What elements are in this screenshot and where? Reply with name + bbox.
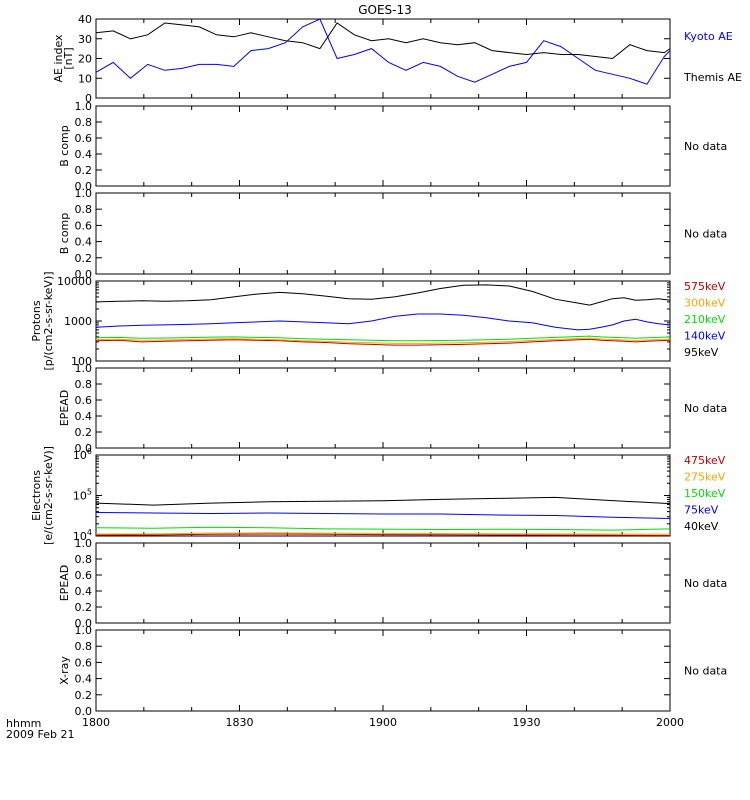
ylabel-epead2: EPEAD [58, 565, 71, 602]
series-line-electrons [95, 532, 671, 535]
legend-protons: 210keV [684, 313, 726, 326]
panel-frame-epead2 [95, 542, 671, 624]
series-line-electrons [95, 512, 671, 519]
series-line-protons [95, 338, 671, 346]
ytick-label-bcomp1: 0.2 [75, 164, 93, 177]
legend-electrons: 40keV [684, 520, 719, 533]
ytick-label-protons: 100 [71, 355, 92, 368]
xtick-label: 1930 [513, 716, 541, 729]
ytick-label-ae: 20 [78, 53, 92, 66]
ytick-label-protons: 10000 [57, 275, 92, 288]
ylabel-ae-unit: [nT] [62, 47, 75, 69]
ytick-label-epead1: 0.0 [75, 442, 93, 455]
date-label: 2009 Feb 21 [6, 728, 74, 741]
ytick-label-xray: 0.0 [75, 705, 93, 718]
ylabel-electrons: Electrons [30, 470, 43, 521]
series-line-electrons [95, 526, 671, 531]
legend-protons: 95keV [684, 346, 719, 359]
legend-ae: Themis AE [683, 71, 742, 84]
ytick-label-electrons: 106 [73, 447, 92, 462]
ylabel-epead1: EPEAD [58, 390, 71, 427]
ytick-label-bcomp1: 0.4 [75, 148, 93, 161]
ytick-label-ae: 10 [78, 72, 92, 85]
legend-electrons: 475keV [684, 454, 726, 467]
legend-electrons: 75keV [684, 504, 719, 517]
no-data-label-bcomp2: No data [684, 228, 727, 241]
ytick-label-epead2: 0.6 [75, 569, 93, 582]
time-unit-label: hhmm [6, 717, 41, 730]
xtick-label: 2000 [656, 716, 684, 729]
legend-electrons: 150keV [684, 487, 726, 500]
panel-frame-bcomp1 [95, 105, 671, 187]
series-line-ae [95, 18, 671, 85]
no-data-label-xray: No data [684, 665, 727, 678]
ytick-label-epead2: 0.4 [75, 585, 93, 598]
ylabel-protons: Protons [30, 300, 43, 341]
ylabel-unit-electrons: [e/(cm2-s-sr-keV)] [42, 446, 55, 545]
ytick-label-xray: 1.0 [75, 624, 93, 637]
series-line-protons [95, 284, 671, 306]
series-line-ae [95, 22, 671, 60]
ylabel-ae: AE index [52, 34, 65, 83]
ylabel-bcomp2: B comp [58, 213, 71, 255]
ytick-label-epead1: 0.8 [75, 378, 93, 391]
xtick-label: 1830 [226, 716, 254, 729]
legend-electrons: 275keV [684, 471, 726, 484]
series-line-protons [95, 313, 671, 331]
ytick-label-protons: 1000 [64, 315, 92, 328]
panel-frame-protons [95, 280, 671, 362]
panel-frame-electrons [95, 454, 671, 537]
ytick-label-ae: 30 [78, 33, 92, 46]
panel-frame-epead1 [95, 367, 671, 449]
panel-frame-ae [95, 18, 671, 99]
ylabel-bcomp1: B comp [58, 125, 71, 167]
ytick-label-epead2: 0.0 [75, 617, 93, 630]
legend-protons: 575keV [684, 280, 726, 293]
ytick-label-ae: 40 [78, 13, 92, 26]
ytick-label-xray: 0.4 [75, 673, 93, 686]
series-line-electrons [95, 496, 671, 506]
xtick-label: 1800 [82, 716, 110, 729]
ytick-label-bcomp1: 0.0 [75, 180, 93, 193]
panel-frame-bcomp2 [95, 192, 671, 275]
ytick-label-xray: 0.2 [75, 689, 93, 702]
ytick-label-bcomp2: 0.6 [75, 219, 93, 232]
panel-frame-xray [95, 629, 671, 712]
ytick-label-epead2: 0.8 [75, 553, 93, 566]
ytick-label-bcomp2: 0.0 [75, 268, 93, 281]
series-line-protons [95, 335, 671, 342]
ytick-label-xray: 0.6 [75, 656, 93, 669]
ytick-label-bcomp2: 1.0 [75, 187, 93, 200]
ytick-label-epead1: 0.6 [75, 394, 93, 407]
no-data-label-epead1: No data [684, 402, 727, 415]
legend-protons: 300keV [684, 297, 726, 310]
ytick-label-epead1: 1.0 [75, 362, 93, 375]
series-line-electrons [95, 533, 671, 536]
ylabel-xray: X-ray [58, 656, 71, 685]
legend-protons: 140keV [684, 330, 726, 343]
xtick-label: 1900 [369, 716, 397, 729]
ytick-label-ae: 0 [85, 92, 92, 105]
series-line-protons [95, 337, 671, 344]
ytick-label-bcomp2: 0.4 [75, 236, 93, 249]
ytick-label-epead1: 0.4 [75, 410, 93, 423]
ytick-label-bcomp1: 1.0 [75, 100, 93, 113]
figure-title: GOES-13 [358, 3, 412, 17]
ylabel-unit-protons: [p/(cm2-s-sr-keV)] [42, 271, 55, 370]
ytick-label-epead2: 1.0 [75, 537, 93, 550]
ytick-label-xray: 0.8 [75, 640, 93, 653]
legend-ae: Kyoto AE [684, 30, 733, 43]
ytick-label-bcomp2: 0.8 [75, 203, 93, 216]
ytick-label-electrons: 105 [73, 488, 92, 503]
ytick-label-bcomp1: 0.8 [75, 116, 93, 129]
no-data-label-epead2: No data [684, 577, 727, 590]
ytick-label-bcomp2: 0.2 [75, 252, 93, 265]
no-data-label-bcomp1: No data [684, 140, 727, 153]
ytick-label-bcomp1: 0.6 [75, 132, 93, 145]
ytick-label-epead2: 0.2 [75, 601, 93, 614]
ytick-label-epead1: 0.2 [75, 426, 93, 439]
